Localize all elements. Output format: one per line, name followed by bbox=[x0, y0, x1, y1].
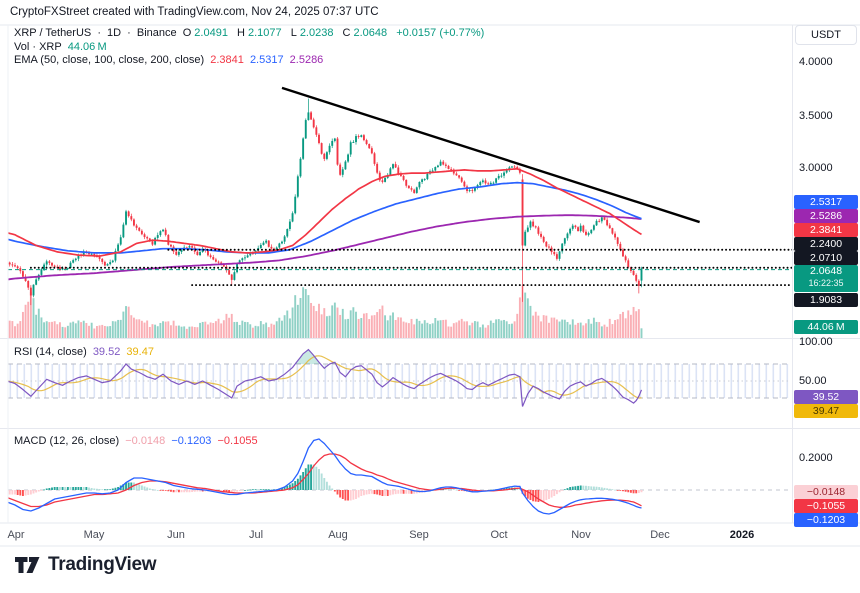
ema50-value: 2.3841 bbox=[210, 54, 244, 66]
close-value: 2.0648 bbox=[353, 27, 388, 39]
separator-dot: · bbox=[97, 27, 101, 39]
last-price-badge: 2.0648 16:22:35 bbox=[794, 265, 858, 292]
rsi-value: 39.52 bbox=[92, 346, 121, 358]
price-tick: 4.0000 bbox=[799, 56, 833, 68]
month-label: Sep bbox=[409, 529, 429, 541]
month-label: Apr bbox=[7, 529, 25, 541]
low-value: 2.0238 bbox=[299, 27, 334, 39]
last-price-value: 2.0648 bbox=[809, 265, 843, 277]
year-label: 2026 bbox=[729, 529, 755, 541]
open-label: O 2.0491 bbox=[182, 27, 228, 39]
macd-line bbox=[8, 438, 642, 515]
price-tick: 3.0000 bbox=[799, 162, 833, 174]
price-pane bbox=[8, 98, 643, 306]
rsi-pane bbox=[8, 348, 790, 407]
ema50-line bbox=[8, 167, 642, 257]
volume-bars bbox=[8, 285, 643, 338]
ema200-line bbox=[8, 214, 642, 281]
macd-signal-value: −0.1055 bbox=[217, 435, 258, 447]
tradingview-logo[interactable]: TradingView bbox=[14, 554, 157, 576]
ema-label[interactable]: EMA (50, close, 100, close, 200, close) bbox=[14, 54, 205, 66]
symbol-title[interactable]: XRP / TetherUS bbox=[14, 27, 92, 39]
legend-volume-row: Vol · XRP 44.06 M bbox=[14, 41, 110, 53]
rsi-ma-badge: 39.47 bbox=[794, 404, 858, 418]
high-value: 2.1077 bbox=[247, 27, 282, 39]
macd-legend: MACD (12, 26, close) −0.0148 −0.1203 −0.… bbox=[14, 435, 261, 447]
open-value: 2.0491 bbox=[194, 27, 228, 39]
low-label: L 2.0238 bbox=[290, 27, 334, 39]
rsi-legend: RSI (14, close) 39.52 39.47 bbox=[14, 346, 157, 358]
macd-line-badge: −0.1203 bbox=[794, 513, 858, 527]
close-label: C 2.0648 bbox=[342, 27, 388, 39]
month-label: Dec bbox=[650, 529, 670, 541]
macd-pane bbox=[8, 438, 790, 515]
volume-badge: 44.06 M bbox=[794, 320, 858, 334]
interval-label[interactable]: 1D bbox=[107, 27, 122, 39]
volume-value: 44.06 M bbox=[67, 41, 107, 53]
macd-signal-line bbox=[8, 453, 642, 508]
price-tick: 3.5000 bbox=[799, 110, 833, 122]
month-label: Oct bbox=[490, 529, 508, 541]
ema100-value: 2.5317 bbox=[249, 54, 284, 66]
rsi-label[interactable]: RSI (14, close) bbox=[14, 346, 87, 358]
ema200-price-badge: 2.5286 bbox=[794, 209, 858, 223]
rsi-line bbox=[8, 348, 643, 407]
level-price-badge: 1.9083 bbox=[794, 293, 858, 307]
macd-hist-badge: −0.0148 bbox=[794, 485, 858, 499]
macd-label[interactable]: MACD (12, 26, close) bbox=[14, 435, 120, 447]
rsi-tick: 100.00 bbox=[799, 336, 833, 348]
month-label: Aug bbox=[328, 529, 348, 541]
rsi-badge: 39.52 bbox=[794, 390, 858, 404]
legend-ema-row: EMA (50, close, 100, close, 200, close) … bbox=[14, 54, 326, 66]
rsi-ma-value: 39.47 bbox=[126, 346, 154, 358]
change-value: +0.0157 (+0.77%) bbox=[396, 27, 485, 39]
attribution-header: CryptoFXStreet created with TradingView.… bbox=[10, 6, 379, 18]
tradingview-logo-icon bbox=[15, 557, 40, 573]
macd-signal-badge: −0.1055 bbox=[794, 499, 858, 513]
macd-line-value: −0.1203 bbox=[171, 435, 212, 447]
exchange-label: Binance bbox=[136, 27, 177, 39]
macd-hist-value: −0.0148 bbox=[125, 435, 166, 447]
currency-toggle-button[interactable]: USDT bbox=[795, 25, 857, 45]
ema50-price-badge: 2.3841 bbox=[794, 223, 858, 237]
macd-tick: 0.2000 bbox=[799, 452, 833, 464]
level-price-badge: 2.0710 bbox=[794, 251, 858, 265]
rsi-tick: 50.00 bbox=[799, 375, 827, 387]
separator-dot: · bbox=[127, 27, 131, 39]
volume-label[interactable]: Vol · XRP bbox=[14, 41, 62, 53]
high-label: H 2.1077 bbox=[237, 27, 282, 39]
month-label: Nov bbox=[571, 529, 591, 541]
bar-countdown: 16:22:35 bbox=[808, 278, 844, 288]
tradingview-wordmark: TradingView bbox=[48, 554, 157, 575]
descending-trendline bbox=[281, 86, 701, 224]
month-label: Jun bbox=[167, 529, 185, 541]
month-label: Jul bbox=[248, 529, 264, 541]
ema100-price-badge: 2.5317 bbox=[794, 195, 858, 209]
month-label: May bbox=[83, 529, 105, 541]
ema200-value: 2.5286 bbox=[289, 54, 324, 66]
level-price-badge: 2.2400 bbox=[794, 237, 858, 251]
